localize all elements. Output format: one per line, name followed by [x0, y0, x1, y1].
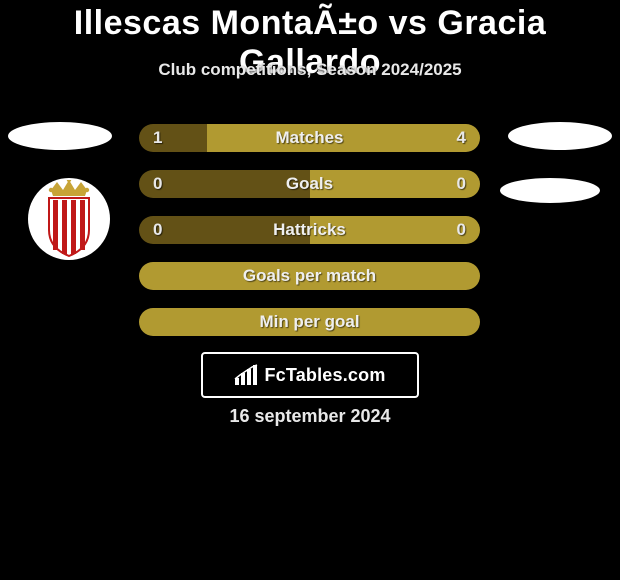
stat-bar: 00Hattricks — [139, 216, 480, 244]
stat-bar: 00Goals — [139, 170, 480, 198]
infographic-canvas: Illescas MontaÃ±o vs Gracia Gallardo Clu… — [0, 0, 620, 580]
bar-chart-icon — [234, 364, 258, 386]
stat-label: Min per goal — [139, 308, 480, 336]
source-brand-box: FcTables.com — [201, 352, 419, 398]
infographic-date: 16 september 2024 — [0, 406, 620, 427]
brand-text: FcTables.com — [264, 365, 385, 386]
player-silhouette — [508, 122, 612, 150]
player-silhouette — [8, 122, 112, 150]
stat-bar: 14Matches — [139, 124, 480, 152]
club-crest-icon — [38, 180, 100, 258]
stat-bar: Goals per match — [139, 262, 480, 290]
player-silhouette — [500, 178, 600, 203]
stats-bars: 14Matches 00Goals 00Hattricks Goals per mat… — [139, 124, 480, 354]
club-crest — [28, 178, 110, 260]
stat-label: Hattricks — [139, 216, 480, 244]
crest-crown — [49, 180, 89, 196]
page-subtitle: Club competitions, Season 2024/2025 — [0, 60, 620, 80]
stat-label: Matches — [139, 124, 480, 152]
stat-label: Goals — [139, 170, 480, 198]
stat-bar: Min per goal — [139, 308, 480, 336]
stat-label: Goals per match — [139, 262, 480, 290]
